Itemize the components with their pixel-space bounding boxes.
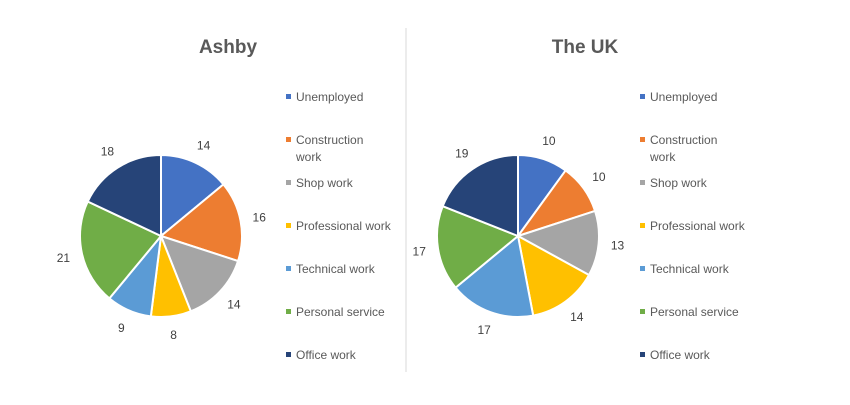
legend-label-personal-service: Personal service (296, 305, 385, 319)
legend-label-professional-work: Professional work (650, 219, 746, 233)
legend-label-shop-work: Shop work (650, 176, 708, 190)
legend-swatch-technical-work (640, 266, 645, 271)
pie-chart-the-uk: The UK 10 10 13 14 17 17 19 Unemployed Construc… (413, 37, 746, 362)
legend-swatch-professional-work (640, 223, 645, 228)
legend-swatch-shop-work (286, 180, 291, 185)
pie-slice-office-work (86, 153, 162, 238)
legend-swatch-professional-work (286, 223, 291, 228)
legend-label-technical-work: Technical work (650, 262, 730, 276)
legend-swatch-office-work (286, 352, 291, 357)
legend-swatch-office-work (640, 352, 645, 357)
legend-label-technical-work: Technical work (296, 262, 376, 276)
legend-swatch-unemployed (640, 94, 645, 99)
legend-label-unemployed: Unemployed (296, 90, 363, 104)
data-label-shop-work: 13 (611, 238, 625, 252)
pie-slice-personal-service (436, 204, 520, 290)
legend-swatch-personal-service (640, 309, 645, 314)
legend-swatch-construction-work (640, 137, 645, 142)
data-label-professional-work: 14 (570, 310, 584, 324)
data-label-office-work: 19 (455, 146, 469, 160)
pie-slices (436, 153, 600, 318)
legend-label-construction-work: Construction work (295, 133, 363, 164)
pie-slice-unemployed (160, 153, 225, 239)
legend: Unemployed Construction work Shop work Profe… (640, 90, 746, 362)
data-label-office-work: 18 (101, 145, 115, 159)
pie-slices (79, 153, 243, 318)
pie-slice-technical-work (454, 234, 535, 318)
data-label-shop-work: 14 (227, 297, 241, 311)
legend-label-office-work: Office work (296, 348, 357, 362)
data-label-technical-work: 17 (477, 323, 491, 337)
data-labels: 10 10 13 14 17 17 19 (413, 134, 625, 337)
legend-swatch-unemployed (286, 94, 291, 99)
legend-swatch-construction-work (286, 137, 291, 142)
legend-label-shop-work: Shop work (296, 176, 354, 190)
legend-label-professional-work: Professional work (296, 219, 392, 233)
data-label-professional-work: 8 (170, 328, 177, 342)
data-label-technical-work: 9 (118, 321, 125, 335)
chart-title: The UK (552, 37, 619, 58)
pie-chart-ashby: Ashby 14 16 14 8 9 21 18 Unemployed Constructio… (57, 37, 392, 362)
pie-slice-shop-work (515, 209, 600, 277)
legend-swatch-technical-work (286, 266, 291, 271)
data-label-construction-work: 10 (592, 170, 606, 184)
legend-swatch-shop-work (640, 180, 645, 185)
legend-label-unemployed: Unemployed (650, 90, 717, 104)
data-label-personal-service: 21 (57, 251, 71, 265)
data-label-unemployed: 10 (542, 134, 556, 148)
legend-label-office-work: Office work (650, 348, 711, 362)
data-label-personal-service: 17 (413, 245, 427, 259)
legend: Unemployed Construction work Shop work Profe… (286, 90, 392, 362)
data-label-construction-work: 16 (253, 210, 267, 224)
data-labels: 14 16 14 8 9 21 18 (57, 139, 266, 343)
pie-slice-office-work (441, 153, 519, 238)
legend-label-personal-service: Personal service (650, 305, 739, 319)
legend-label-construction-work: Construction work (649, 133, 717, 164)
pie-slice-shop-work (159, 234, 240, 313)
chart-title: Ashby (199, 37, 258, 58)
data-label-unemployed: 14 (197, 139, 211, 153)
pie-slice-personal-service (79, 200, 163, 300)
legend-swatch-personal-service (286, 309, 291, 314)
pie-slice-professional-work (516, 234, 591, 317)
